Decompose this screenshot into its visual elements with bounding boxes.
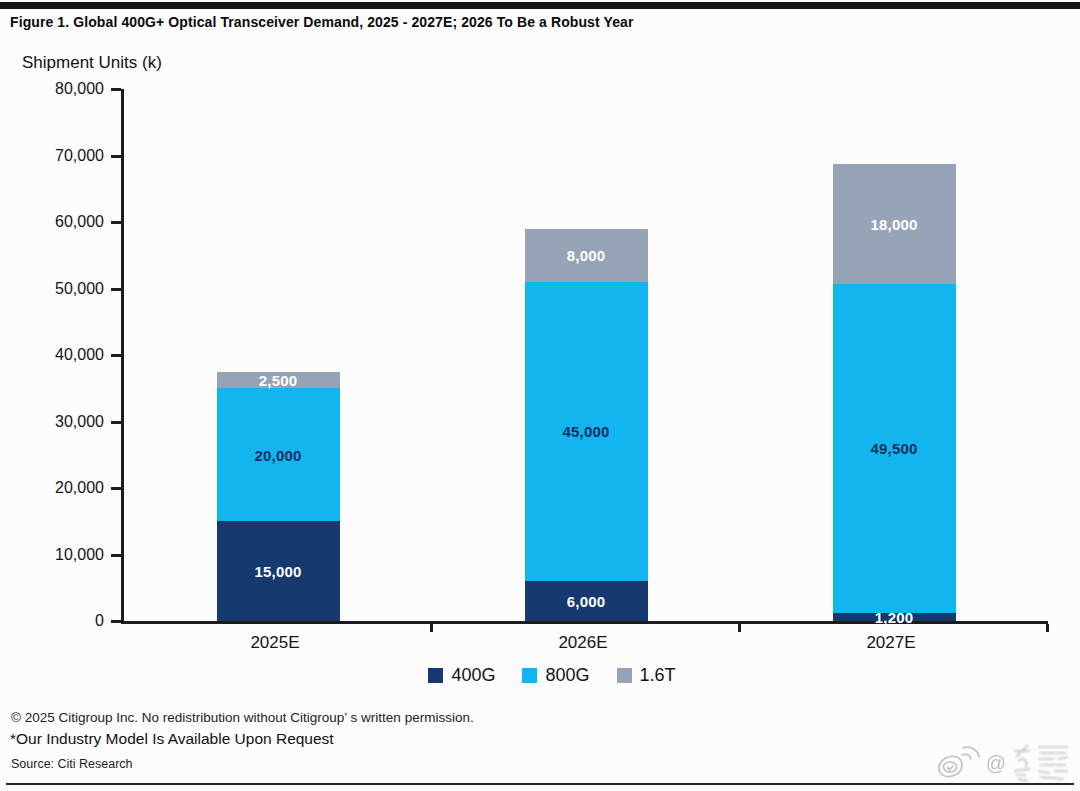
y-tick-mark <box>111 554 121 557</box>
bar-value-label: 2,500 <box>259 372 298 387</box>
y-tick-label: 50,000 <box>0 280 104 298</box>
bar-segment-400G: 15,000 <box>217 521 340 621</box>
bar-value-label: 8,000 <box>567 248 606 263</box>
legend-label: 800G <box>545 665 589 686</box>
y-tick-label: 80,000 <box>0 80 104 98</box>
watermark-at-symbol: @ <box>986 752 1006 775</box>
source-text: Source: Citi Research <box>11 757 133 771</box>
y-tick-mark <box>111 487 121 490</box>
x-axis-label-2026E: 2026E <box>558 633 607 653</box>
bar-value-label: 45,000 <box>562 424 609 439</box>
x-axis-label-2027E: 2027E <box>866 633 915 653</box>
bar-value-label: 6,000 <box>567 594 606 609</box>
y-tick-label: 60,000 <box>0 213 104 231</box>
y-tick-label: 0 <box>0 612 104 630</box>
legend-item-800G: 800G <box>522 665 589 686</box>
y-tick-mark <box>111 288 121 291</box>
bar-segment-800G: 20,000 <box>217 388 340 521</box>
y-tick-mark <box>111 354 121 357</box>
y-tick-mark <box>111 88 121 91</box>
bar-value-label: 20,000 <box>254 447 301 462</box>
bar-segment-800G: 49,500 <box>833 284 956 613</box>
bar-segment-1.6T: 8,000 <box>525 229 648 282</box>
y-tick-label: 40,000 <box>0 346 104 364</box>
legend-item-1.6T: 1.6T <box>617 665 676 686</box>
watermark: @ <box>936 740 1074 786</box>
copyright-text: © 2025 Citigroup Inc. No redistribution … <box>11 710 474 725</box>
y-tick-label: 10,000 <box>0 546 104 564</box>
bottom-rule <box>6 783 1074 785</box>
bar-group-2027E: 1,200 49,500 18,000 <box>833 164 956 621</box>
x-tick-mark <box>430 624 433 632</box>
legend-label: 1.6T <box>640 665 676 686</box>
x-axis-label-2025E: 2025E <box>250 633 299 653</box>
top-rule <box>0 2 1080 9</box>
plot-area: 15,000 20,000 2,500 6,000 45,000 8,000 1,200 49… <box>121 89 1048 624</box>
footnote-text: *Our Industry Model Is Available Upon Re… <box>10 730 334 748</box>
bar-segment-400G: 1,200 <box>833 613 956 621</box>
watermark-illegible-glyphs <box>1010 741 1074 785</box>
legend-label: 400G <box>451 665 495 686</box>
legend-item-400G: 400G <box>428 665 495 686</box>
bar-value-label: 15,000 <box>254 564 301 579</box>
bar-group-2025E: 15,000 20,000 2,500 <box>217 372 340 621</box>
y-tick-label: 70,000 <box>0 147 104 165</box>
figure-page: Figure 1. Global 400G+ Optical Transceiv… <box>0 0 1080 791</box>
legend-swatch <box>617 668 632 683</box>
y-tick-label: 20,000 <box>0 479 104 497</box>
bar-segment-400G: 6,000 <box>525 581 648 621</box>
figure-title: Figure 1. Global 400G+ Optical Transceiv… <box>10 14 633 30</box>
bar-group-2026E: 6,000 45,000 8,000 <box>525 229 648 621</box>
y-tick-mark <box>111 221 121 224</box>
chart-legend: 400G 800G 1.6T <box>0 665 1080 686</box>
x-tick-mark <box>1046 624 1049 632</box>
y-tick-mark <box>111 421 121 424</box>
legend-swatch <box>522 668 537 683</box>
bar-segment-1.6T: 18,000 <box>833 164 956 284</box>
y-axis-unit-label: Shipment Units (k) <box>22 53 162 73</box>
x-tick-mark <box>738 624 741 632</box>
bar-segment-800G: 45,000 <box>525 282 648 581</box>
x-axis-labels: 2025E 2026E 2027E <box>121 633 1045 657</box>
y-tick-label: 30,000 <box>0 413 104 431</box>
weibo-icon <box>936 743 982 783</box>
y-axis-tick-labels: 010,00020,00030,00040,00050,00060,00070,… <box>0 89 104 621</box>
bar-value-label: 49,500 <box>870 441 917 456</box>
legend-swatch <box>428 668 443 683</box>
y-tick-mark <box>111 620 121 623</box>
bar-value-label: 18,000 <box>870 217 917 232</box>
bar-segment-1.6T: 2,500 <box>217 372 340 389</box>
y-tick-mark <box>111 155 121 158</box>
